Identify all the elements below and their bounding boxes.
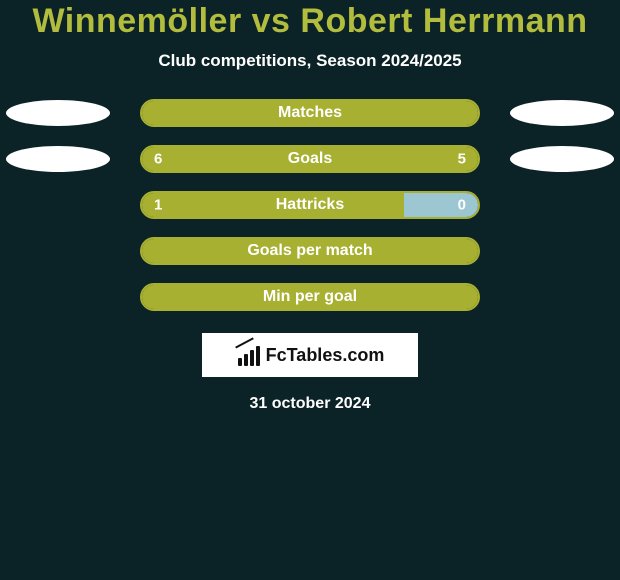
player1-pill	[6, 100, 110, 126]
stat-bar: Min per goal	[140, 283, 480, 311]
player2-pill	[510, 100, 614, 126]
subtitle: Club competitions, Season 2024/2025	[0, 51, 620, 71]
stat-bar: Goals6 5	[140, 145, 480, 173]
stat-row: Min per goal	[0, 283, 620, 311]
page-title: Winnemöller vs Robert Herrmann	[0, 2, 620, 41]
date-text: 31 october 2024	[0, 395, 620, 413]
stat-value-right: 0	[458, 197, 466, 214]
stat-row: Goals6 5	[0, 145, 620, 173]
player1-pill	[6, 146, 110, 172]
stat-label: Min per goal	[142, 288, 478, 306]
stat-value-right: 5	[458, 151, 466, 168]
stat-label: Goals per match	[142, 242, 478, 260]
stat-value-left: 6	[154, 151, 162, 168]
comparison-chart: Winnemöller vs Robert Herrmann Club comp…	[0, 0, 620, 580]
vs-text: vs	[252, 2, 291, 40]
stat-label: Hattricks	[142, 196, 478, 214]
chart-icon	[236, 344, 262, 366]
stat-bar: Goals per match	[140, 237, 480, 265]
player2-pill	[510, 146, 614, 172]
stat-row: Goals per match	[0, 237, 620, 265]
stat-bar: Hattricks1 0	[140, 191, 480, 219]
stat-rows: Matches Goals6 5 Hattricks1 0 Goals per match…	[0, 99, 620, 311]
source-logo: FcTables.com	[202, 333, 418, 377]
stat-label: Goals	[142, 150, 478, 168]
player2-name: Robert Herrmann	[300, 2, 587, 40]
player1-name: Winnemöller	[32, 2, 241, 40]
logo-text: FcTables.com	[266, 345, 385, 366]
stat-bar: Matches	[140, 99, 480, 127]
stat-value-left: 1	[154, 197, 162, 214]
stat-label: Matches	[142, 104, 478, 122]
stat-row: Matches	[0, 99, 620, 127]
stat-row: Hattricks1 0	[0, 191, 620, 219]
